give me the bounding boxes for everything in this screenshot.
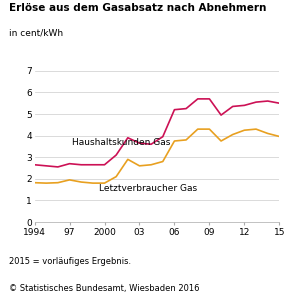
Text: © Statistisches Bundesamt, Wiesbaden 2016: © Statistisches Bundesamt, Wiesbaden 201… bbox=[9, 284, 199, 292]
Text: Haushaltskunden Gas: Haushaltskunden Gas bbox=[72, 138, 170, 147]
Text: in cent/kWh: in cent/kWh bbox=[9, 28, 63, 38]
Text: 2015 = vorläufiges Ergebnis.: 2015 = vorläufiges Ergebnis. bbox=[9, 256, 131, 266]
Text: Erlöse aus dem Gasabsatz nach Abnehmern: Erlöse aus dem Gasabsatz nach Abnehmern bbox=[9, 3, 266, 13]
Text: Letztverbraucher Gas: Letztverbraucher Gas bbox=[99, 184, 197, 193]
